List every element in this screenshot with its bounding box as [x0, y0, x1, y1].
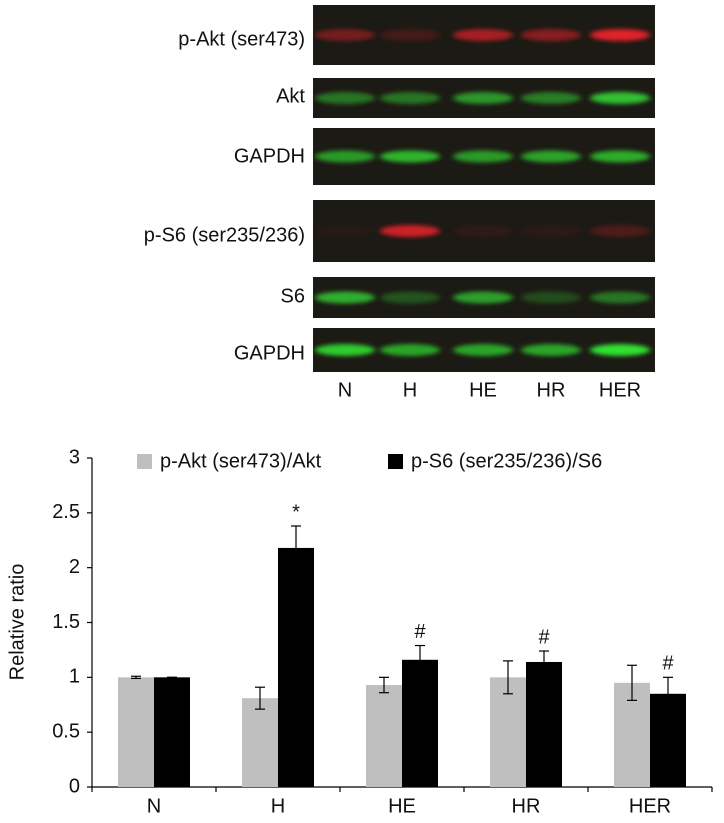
- blot-band: [521, 92, 581, 104]
- blot-band: [453, 150, 513, 163]
- x-tick-label: HE: [388, 795, 416, 817]
- error-bar: [255, 686, 265, 710]
- lane-label: HE: [469, 379, 497, 401]
- y-tick-label: 1: [69, 666, 80, 688]
- y-tick-label: 0.5: [52, 720, 80, 742]
- blot-label: p-Akt (ser473): [178, 28, 305, 50]
- blot-band: [380, 150, 440, 163]
- error-bar: [291, 525, 301, 571]
- significance-mark: #: [662, 653, 674, 675]
- blot-label: p-S6 (ser235/236): [144, 224, 305, 246]
- blot-band: [453, 291, 513, 304]
- blot-band: [315, 225, 375, 237]
- blot-band: [453, 344, 513, 356]
- bar: [118, 677, 154, 787]
- y-tick-label: 0: [69, 775, 80, 797]
- y-tick-label: 3: [69, 446, 80, 468]
- blot-band: [521, 150, 581, 163]
- error-bar: [379, 676, 389, 694]
- bar: [526, 661, 562, 787]
- x-tick-label: H: [271, 795, 285, 817]
- blot-band: [315, 92, 375, 104]
- blot-band: [521, 225, 581, 237]
- error-bar: [627, 664, 637, 701]
- blot-band: [380, 29, 440, 41]
- x-tick-label: HR: [512, 795, 541, 817]
- blot-label: S6: [281, 285, 305, 307]
- blot-band: [380, 92, 440, 104]
- bar: [242, 698, 278, 787]
- error-bar: [663, 676, 673, 711]
- error-bar: [539, 650, 549, 674]
- y-axis-title: Relative ratio: [6, 564, 28, 681]
- blot-band: [315, 344, 375, 356]
- blot-band: [590, 29, 650, 41]
- blot-label: GAPDH: [234, 145, 305, 167]
- blot-band: [521, 291, 581, 304]
- significance-mark: *: [292, 501, 300, 523]
- legend-label: p-S6 (ser235/236)/S6: [411, 450, 602, 472]
- x-tick-label: N: [147, 795, 161, 817]
- blot-band: [380, 344, 440, 356]
- bar: [490, 677, 526, 787]
- error-bar: [415, 644, 425, 675]
- y-tick-label: 2.5: [52, 501, 80, 523]
- blot-band: [590, 150, 650, 163]
- blot-band: [521, 344, 581, 356]
- x-tick-label: HER: [629, 795, 671, 817]
- blot-band: [315, 150, 375, 163]
- blot-band: [521, 29, 581, 41]
- bar: [366, 685, 402, 787]
- blot-band: [453, 92, 513, 104]
- blot-band: [380, 225, 440, 237]
- blot-band: [380, 291, 440, 304]
- blot-label: Akt: [276, 85, 305, 107]
- blot-band: [315, 291, 375, 304]
- significance-mark: #: [538, 626, 550, 648]
- blot-label: GAPDH: [234, 342, 305, 364]
- legend-swatch: [388, 454, 403, 469]
- significance-mark: #: [414, 621, 426, 643]
- blot-band: [453, 29, 513, 41]
- blot-band: [590, 291, 650, 304]
- lane-label: HER: [599, 379, 641, 401]
- blot-band: [590, 92, 650, 104]
- legend-label: p-Akt (ser473)/Akt: [160, 450, 322, 472]
- y-tick-label: 1.5: [52, 611, 80, 633]
- error-bar: [131, 675, 141, 680]
- lane-label: H: [403, 379, 417, 401]
- y-tick-label: 2: [69, 556, 80, 578]
- lane-label: HR: [537, 379, 566, 401]
- bar: [278, 547, 314, 787]
- blot-band: [590, 225, 650, 237]
- error-bar: [503, 660, 513, 695]
- lane-label: N: [338, 379, 352, 401]
- blot-band: [315, 29, 375, 41]
- blot-band: [590, 344, 650, 356]
- blot-band: [453, 225, 513, 237]
- bar: [154, 677, 190, 787]
- legend-swatch: [137, 454, 152, 469]
- bar: [402, 659, 438, 787]
